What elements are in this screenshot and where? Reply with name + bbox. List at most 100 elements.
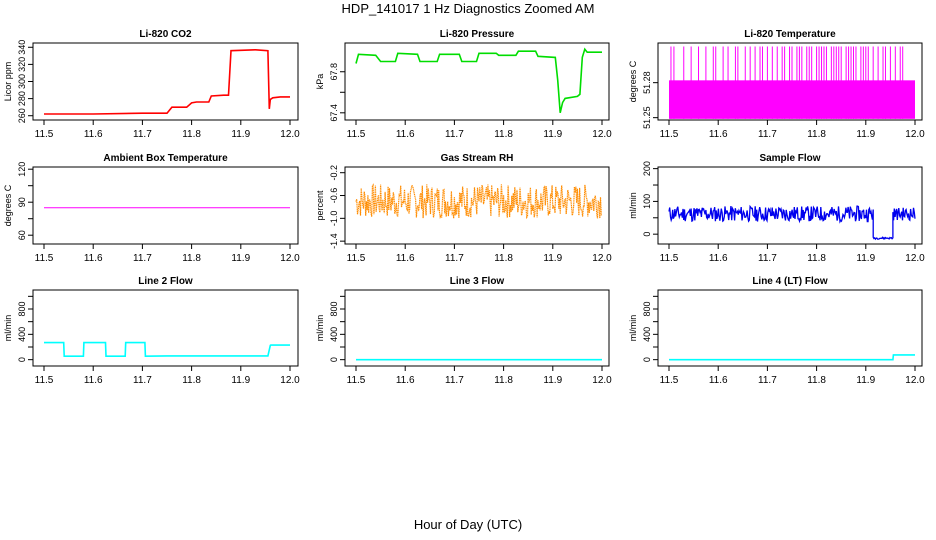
x-tick-label: 12.0 [905, 253, 925, 264]
panel-title: Gas Stream RH [441, 153, 514, 164]
x-tick-label: 11.6 [709, 129, 728, 140]
data-series [669, 354, 915, 361]
y-axis-label: kPa [315, 74, 325, 90]
x-tick-label: 11.9 [231, 129, 250, 140]
y-tick-label: 0 [642, 357, 652, 362]
x-tick-label: 11.8 [807, 129, 826, 140]
plot-frame [657, 166, 923, 245]
panel-title: Li-820 CO2 [139, 29, 192, 40]
plot-frame [657, 289, 923, 367]
y-tick-label: -0.2 [329, 165, 339, 181]
y-axis-label: ml/min [628, 315, 638, 342]
x-tick-label: 11.5 [347, 375, 366, 386]
x-tick-label: 12.0 [905, 375, 925, 386]
plot-frame [344, 42, 610, 121]
panel-title: Li-820 Temperature [744, 29, 836, 40]
x-tick-label: 11.9 [543, 375, 562, 386]
y-tick-label: 280 [17, 91, 27, 106]
panel-3: Li-820 Temperature 11.5 11.6 11.7 11.8 11.9 12… [628, 29, 925, 140]
data-series [44, 341, 290, 358]
panel-5: Gas Stream RH 11.5 11.6 11.7 11.8 11.9 12.0 -1.… [315, 153, 612, 264]
x-tick-label: 11.5 [347, 129, 366, 140]
x-tick-label: 12.0 [592, 375, 612, 386]
y-tick-label: 200 [642, 161, 652, 176]
y-tick-label: 400 [642, 327, 652, 342]
y-tick-label: 800 [642, 301, 652, 316]
y-tick-label: -1.0 [329, 211, 339, 227]
series-line [44, 48, 290, 115]
x-tick-label: 11.8 [494, 253, 513, 264]
panel-title: Ambient Box Temperature [103, 153, 228, 164]
y-axis-label: ml/min [3, 315, 13, 342]
panel-7: Line 2 Flow 11.5 11.6 11.7 11.8 11.9 12.0 0 400 8… [3, 276, 300, 386]
x-tick-label: 11.5 [35, 253, 54, 264]
series-line [669, 354, 915, 361]
y-tick-label: 90 [17, 197, 27, 207]
y-tick-label: 0 [642, 232, 652, 237]
x-tick-label: 12.0 [592, 253, 612, 264]
y-tick-label: 0 [329, 357, 339, 362]
y-tick-label: 400 [17, 327, 27, 342]
x-tick-label: 11.6 [396, 253, 415, 264]
plot-frame [32, 166, 299, 245]
y-axis-label: degrees C [3, 184, 13, 226]
y-tick-label: 300 [17, 74, 27, 89]
x-tick-label: 11.7 [758, 253, 777, 264]
y-tick-label: 800 [17, 301, 27, 316]
panel-title: Sample Flow [759, 153, 820, 164]
y-tick-label: 51.28 [642, 71, 652, 94]
y-axis-label: percent [315, 190, 325, 221]
series-line [668, 204, 916, 241]
panel-8: Line 3 Flow 11.5 11.6 11.7 11.8 11.9 12.0 0 400 8… [315, 276, 612, 386]
x-tick-label: 11.6 [396, 375, 415, 386]
x-tick-label: 12.0 [280, 253, 300, 264]
panel-9: Line 4 (LT) Flow 11.5 11.6 11.7 11.8 11.9 12.0… [628, 276, 925, 386]
data-series [44, 48, 290, 115]
y-tick-label: 0 [17, 357, 27, 362]
y-tick-label: 100 [642, 194, 652, 209]
x-tick-label: 11.8 [182, 253, 201, 264]
x-tick-label: 11.9 [856, 253, 875, 264]
panel-title: Line 3 Flow [450, 276, 505, 287]
data-series [355, 47, 602, 113]
panel-title: Li-820 Pressure [440, 29, 515, 40]
panel-6: Sample Flow 11.5 11.6 11.7 11.8 11.9 12.0 0 100 2… [628, 153, 925, 264]
data-series [355, 183, 603, 220]
x-tick-label: 11.9 [231, 253, 250, 264]
x-tick-label: 11.5 [35, 375, 54, 386]
x-tick-label: 11.6 [709, 253, 728, 264]
x-tick-label: 11.5 [347, 253, 366, 264]
panel-4: Ambient Box Temperature 11.5 11.6 11.7 11.8 1… [3, 153, 300, 264]
x-tick-label: 11.7 [758, 375, 777, 386]
y-tick-label: 67.4 [329, 104, 339, 122]
x-tick-label: 11.9 [543, 253, 562, 264]
panel-title: Line 4 (LT) Flow [752, 276, 828, 287]
plot-frame [32, 42, 299, 121]
y-tick-label: 120 [17, 162, 27, 177]
x-tick-label: 11.6 [84, 129, 103, 140]
x-tick-label: 11.9 [231, 375, 250, 386]
series-line [355, 183, 603, 220]
plot-frame [344, 289, 610, 367]
x-tick-label: 12.0 [280, 129, 300, 140]
x-tick-label: 11.7 [133, 253, 152, 264]
data-series [668, 204, 916, 241]
y-axis-label: ml/min [315, 315, 325, 342]
x-tick-label: 11.7 [445, 129, 464, 140]
x-tick-label: 12.0 [280, 375, 300, 386]
y-tick-label: -0.6 [329, 188, 339, 204]
x-tick-label: 11.6 [84, 253, 103, 264]
x-tick-label: 11.7 [445, 375, 464, 386]
y-tick-label: 260 [17, 108, 27, 123]
panel-title: Line 2 Flow [138, 276, 193, 287]
x-tick-label: 11.5 [660, 253, 679, 264]
x-tick-label: 12.0 [905, 129, 925, 140]
y-tick-label: 320 [17, 57, 27, 72]
y-tick-label: 800 [329, 301, 339, 316]
x-tick-label: 11.8 [182, 129, 201, 140]
figure-title: HDP_141017 1 Hz Diagnostics Zoomed AM [341, 1, 595, 16]
x-tick-label: 12.0 [592, 129, 612, 140]
plot-frame [344, 166, 610, 245]
y-tick-label: -1.4 [329, 233, 339, 249]
